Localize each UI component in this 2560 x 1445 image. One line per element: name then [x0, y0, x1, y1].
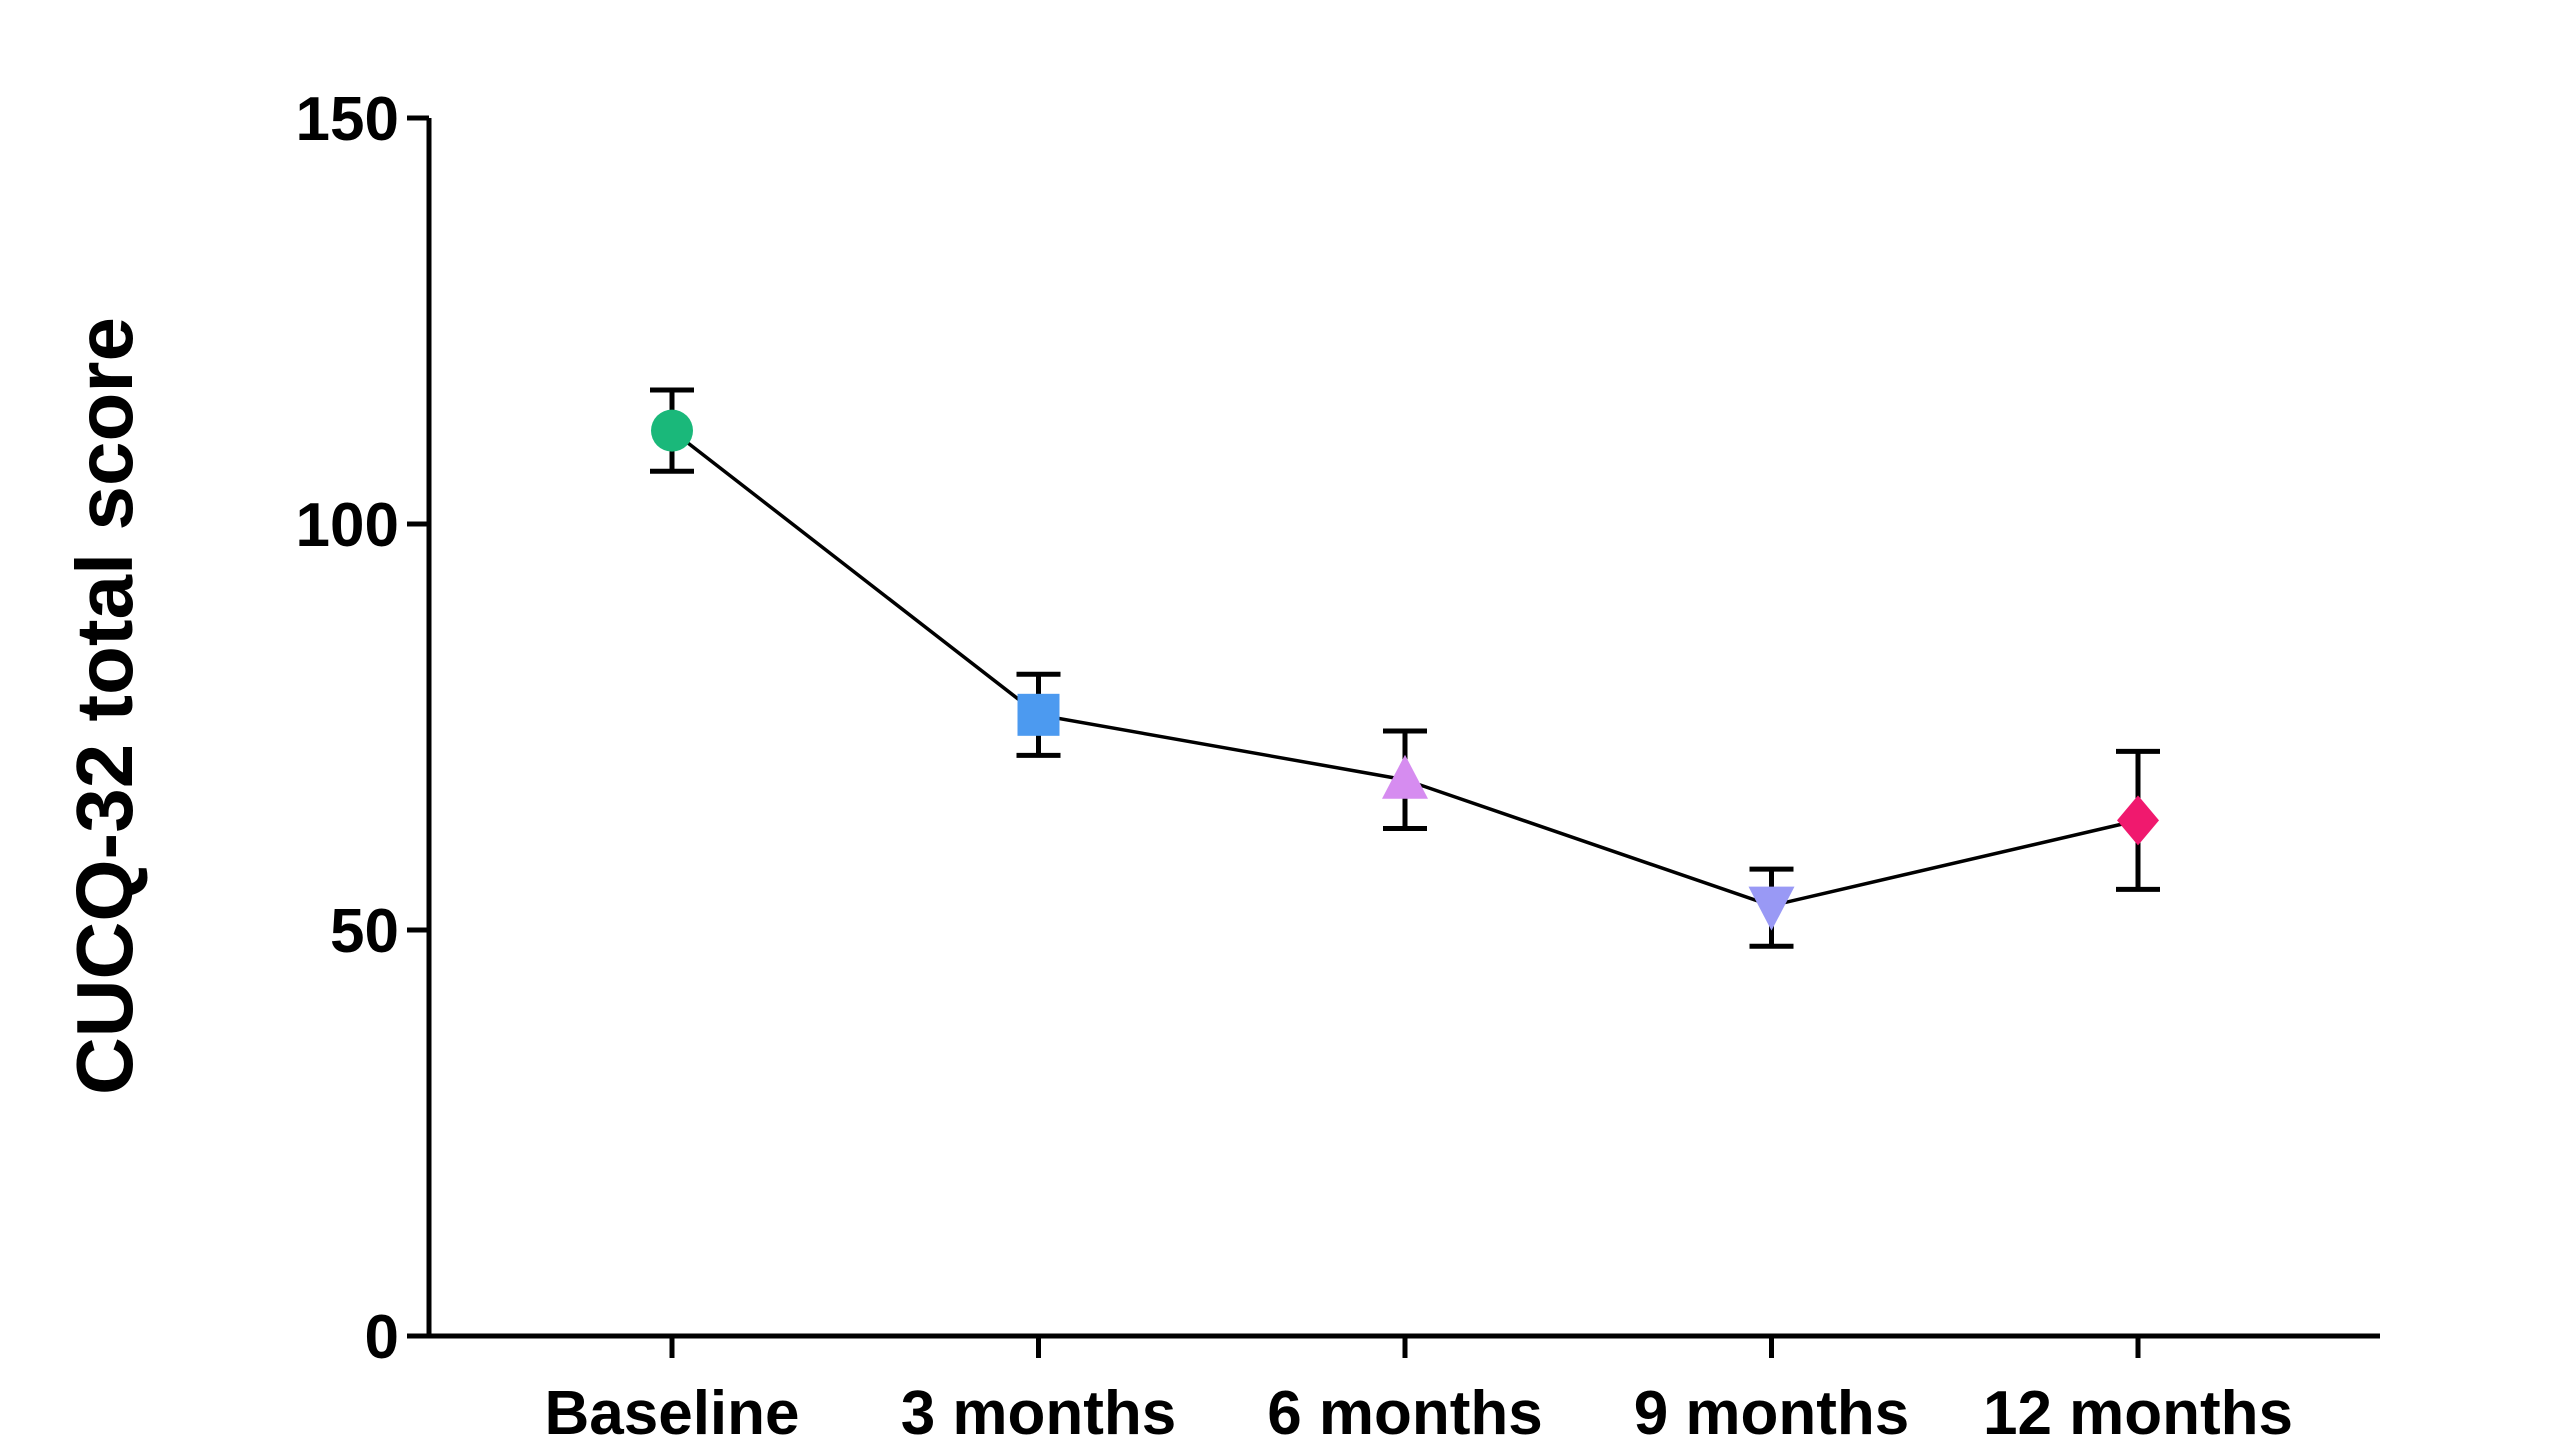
- y-tick-label: 50: [330, 897, 399, 966]
- data-markers: [651, 409, 2159, 931]
- x-tick-label: 12 months: [1983, 1379, 2293, 1440]
- axes: [426, 118, 2380, 1339]
- error-bars: [650, 387, 2160, 949]
- x-tick-label: Baseline: [544, 1379, 799, 1440]
- x-tick-label: 9 months: [1634, 1379, 1910, 1440]
- data-point: [1017, 693, 1060, 736]
- y-tick-label: 100: [296, 491, 399, 560]
- x-axis-ticks: Baseline 3 months 6 months 9 months 12 month…: [544, 1336, 2293, 1445]
- data-point: [651, 409, 693, 452]
- y-tick-label: 150: [296, 85, 399, 154]
- x-tick-label: 6 months: [1267, 1379, 1543, 1440]
- data-point: [1748, 886, 1795, 931]
- data-point: [2117, 795, 2159, 846]
- y-axis-title: CUCQ-32 total score: [60, 317, 149, 1095]
- series-line: [670, 429, 2139, 908]
- y-axis-ticks: 0 50 100 150: [296, 85, 429, 1372]
- series-line-group: [670, 429, 2139, 908]
- data-point: [1382, 754, 1428, 799]
- y-tick-label: 0: [365, 1303, 399, 1372]
- x-tick-label: 3 months: [901, 1379, 1177, 1440]
